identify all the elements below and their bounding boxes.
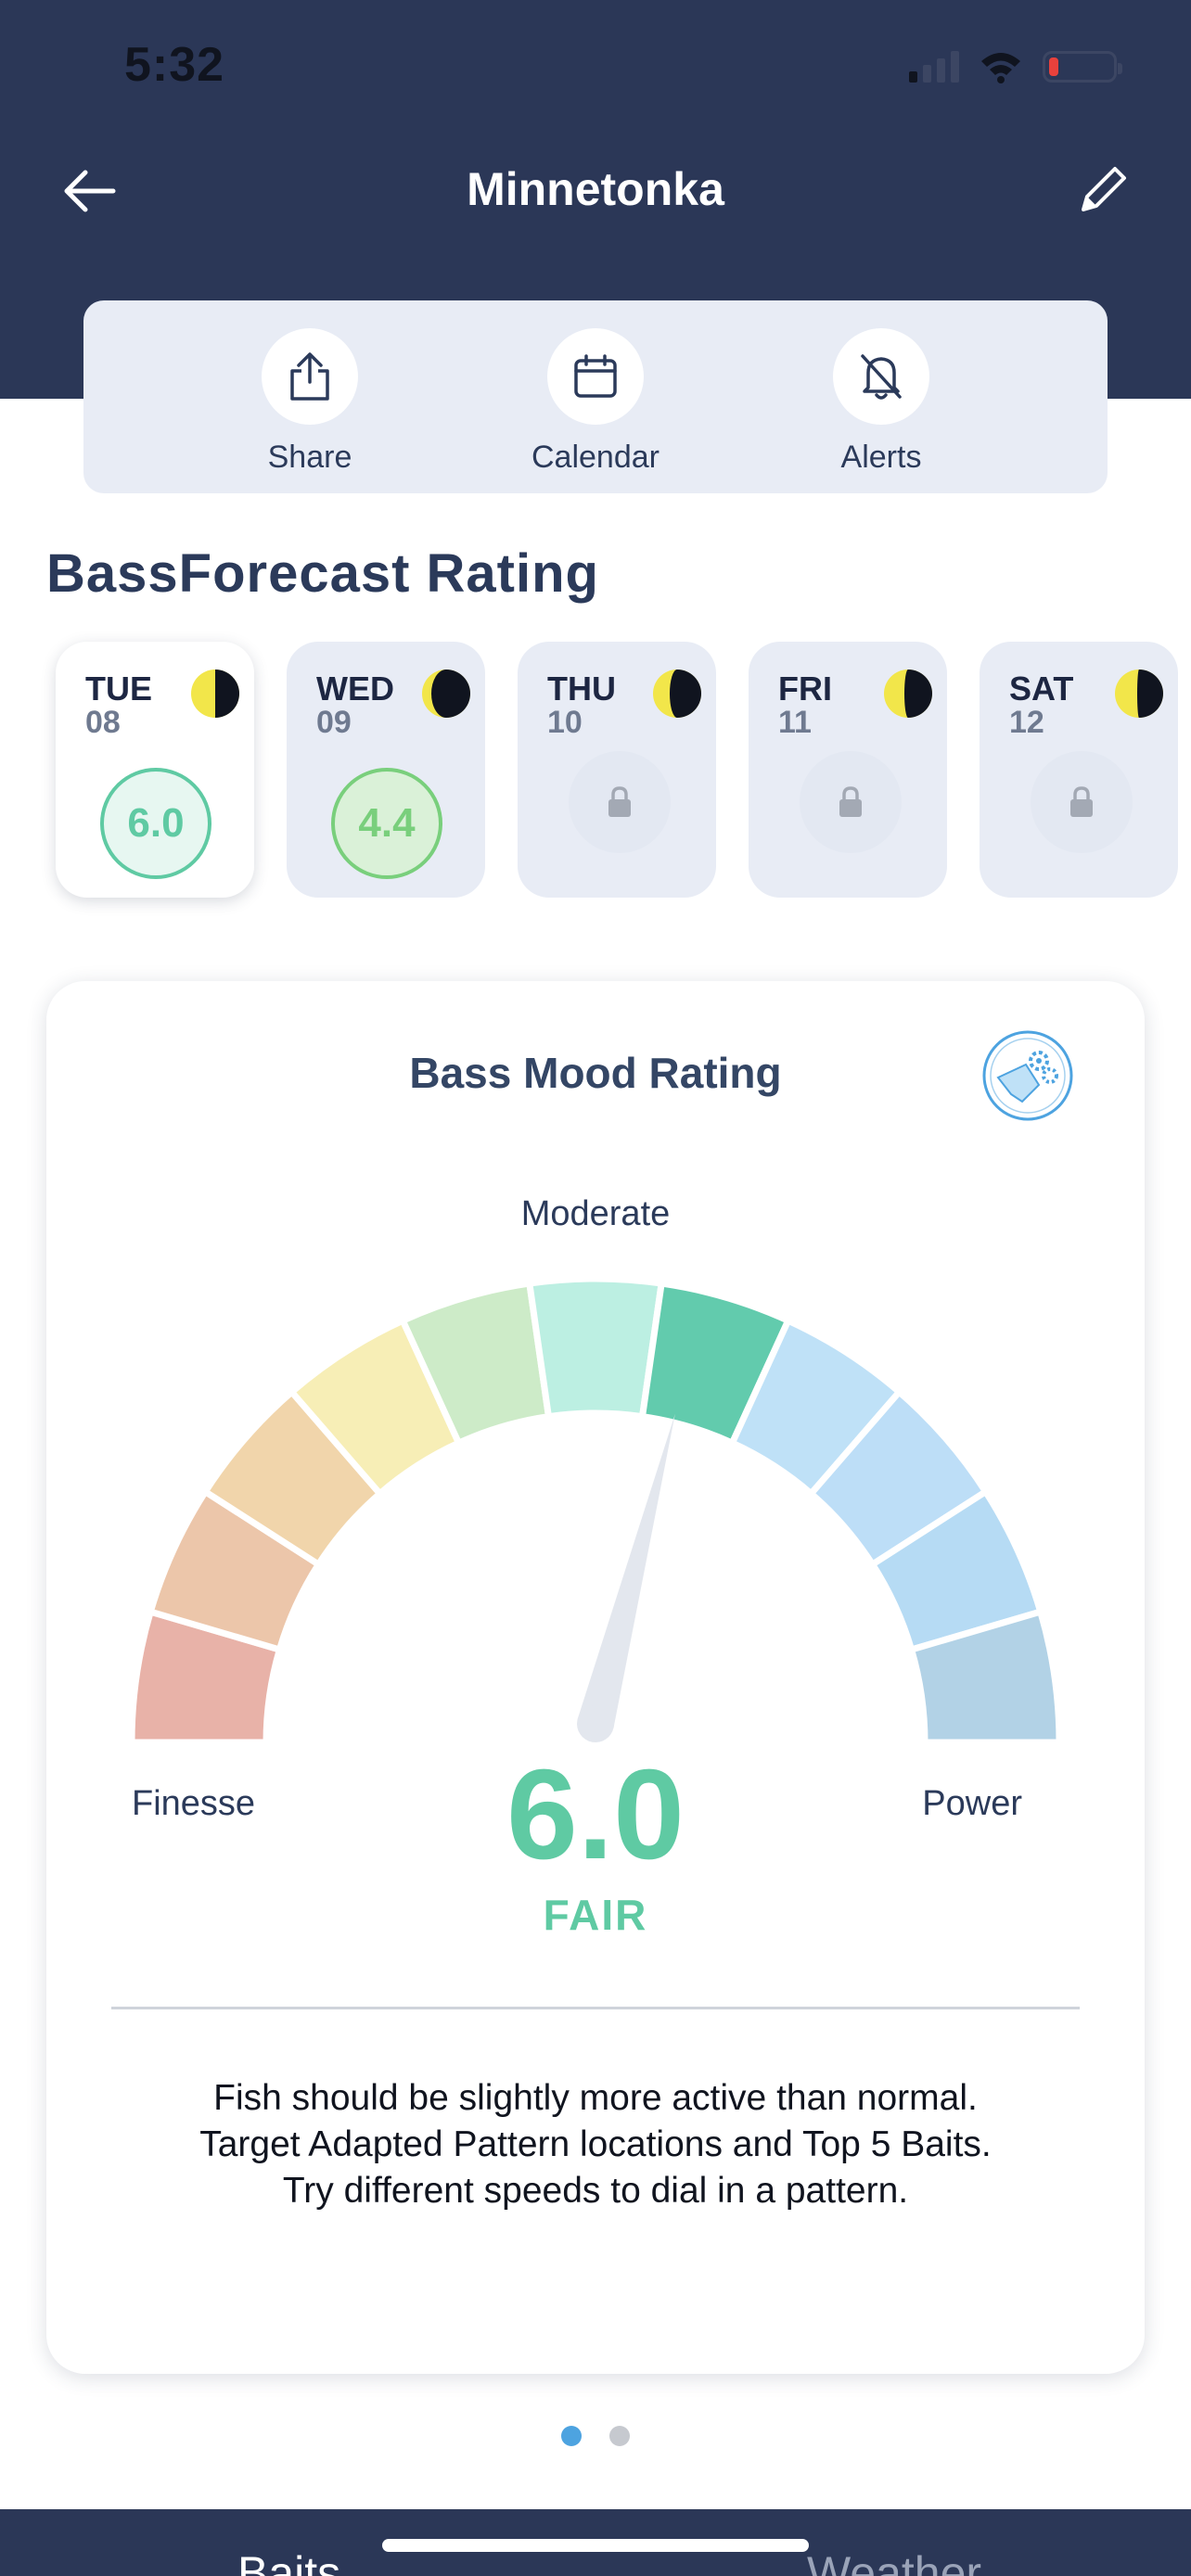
pencil-icon — [1082, 167, 1126, 211]
gauge-segment — [525, 1275, 666, 1421]
divider — [111, 2007, 1080, 2009]
day-selector: TUE 08 6.0 WED 09 4.4 THU 10 FRI 11 — [56, 642, 1191, 901]
day-number: 12 — [1009, 705, 1044, 740]
day-name: FRI — [778, 670, 832, 708]
day-card-wed[interactable]: WED 09 4.4 — [287, 642, 485, 898]
day-card-tue[interactable]: TUE 08 6.0 — [56, 642, 254, 898]
mood-gauge — [128, 1275, 1063, 1746]
moon-phase-icon — [191, 670, 239, 718]
page-title: Minnetonka — [467, 163, 724, 215]
home-indicator — [382, 2539, 809, 2552]
moon-phase-icon — [422, 670, 470, 718]
mood-rating-value: 6.0 — [506, 1743, 685, 1886]
day-name: TUE — [85, 670, 152, 708]
tab-weather[interactable]: Weather — [807, 2547, 982, 2576]
arrow-left-icon — [64, 170, 116, 212]
gear-badge-icon[interactable] — [981, 1029, 1074, 1122]
page-indicator — [0, 2426, 1191, 2446]
page-dot[interactable] — [609, 2426, 630, 2446]
status-icons — [909, 48, 1122, 85]
calendar-icon — [547, 328, 644, 425]
day-card-thu[interactable]: THU 10 — [518, 642, 716, 898]
day-number: 09 — [316, 705, 352, 740]
calendar-label: Calendar — [531, 440, 660, 475]
gauge-right-label: Power — [922, 1784, 1022, 1823]
page-dot-active[interactable] — [561, 2426, 582, 2446]
bell-off-icon — [833, 328, 929, 425]
day-score: 4.4 — [331, 768, 442, 879]
day-number: 10 — [547, 705, 583, 740]
gauge-segment — [907, 1607, 1063, 1746]
action-bar: Share Calendar Alerts — [83, 300, 1108, 493]
section-title: BassForecast Rating — [46, 543, 599, 604]
day-score: 6.0 — [100, 768, 211, 879]
day-name: SAT — [1009, 670, 1074, 708]
bass-mood-card[interactable]: Bass Mood Rating Moderate Finesse Power … — [46, 981, 1145, 2374]
description-line: Target Adapted Pattern locations and Top… — [199, 2124, 992, 2164]
day-number: 11 — [778, 705, 812, 740]
gauge-needle — [577, 1413, 675, 1728]
cellular-signal-icon — [909, 51, 959, 83]
moon-phase-icon — [1115, 670, 1163, 718]
alerts-button[interactable]: Alerts — [788, 328, 974, 476]
status-time: 5:32 — [124, 38, 225, 92]
lock-icon — [800, 751, 902, 853]
day-card-fri[interactable]: FRI 11 — [749, 642, 947, 898]
day-card-sat[interactable]: SAT 12 — [980, 642, 1178, 898]
gauge-needle-hub — [577, 1705, 614, 1742]
moon-phase-icon — [653, 670, 701, 718]
card-title: Bass Mood Rating — [409, 1049, 782, 1097]
battery-icon — [1043, 51, 1122, 83]
edit-button[interactable] — [1069, 158, 1135, 224]
gauge-top-label: Moderate — [520, 1194, 671, 1233]
lock-icon — [569, 751, 671, 853]
day-number: 08 — [85, 705, 121, 740]
back-button[interactable] — [56, 158, 122, 224]
alerts-label: Alerts — [840, 440, 922, 475]
day-name: WED — [316, 670, 394, 708]
share-button[interactable]: Share — [217, 328, 403, 476]
wifi-icon — [981, 53, 1020, 83]
battery-level — [1049, 57, 1058, 76]
description-line: Try different speeds to dial in a patter… — [282, 2171, 909, 2211]
day-name: THU — [547, 670, 616, 708]
mood-description: Fish should be slightly more active than… — [102, 2075, 1089, 2214]
lock-icon — [1031, 751, 1133, 853]
moon-phase-icon — [884, 670, 932, 718]
mood-rating-verdict: FAIR — [543, 1891, 648, 1939]
share-label: Share — [267, 440, 352, 475]
tab-baits[interactable]: Baits — [237, 2547, 341, 2576]
share-icon — [262, 328, 358, 425]
calendar-button[interactable]: Calendar — [503, 328, 688, 476]
description-line: Fish should be slightly more active than… — [213, 2078, 978, 2118]
gauge-left-label: Finesse — [132, 1784, 256, 1823]
